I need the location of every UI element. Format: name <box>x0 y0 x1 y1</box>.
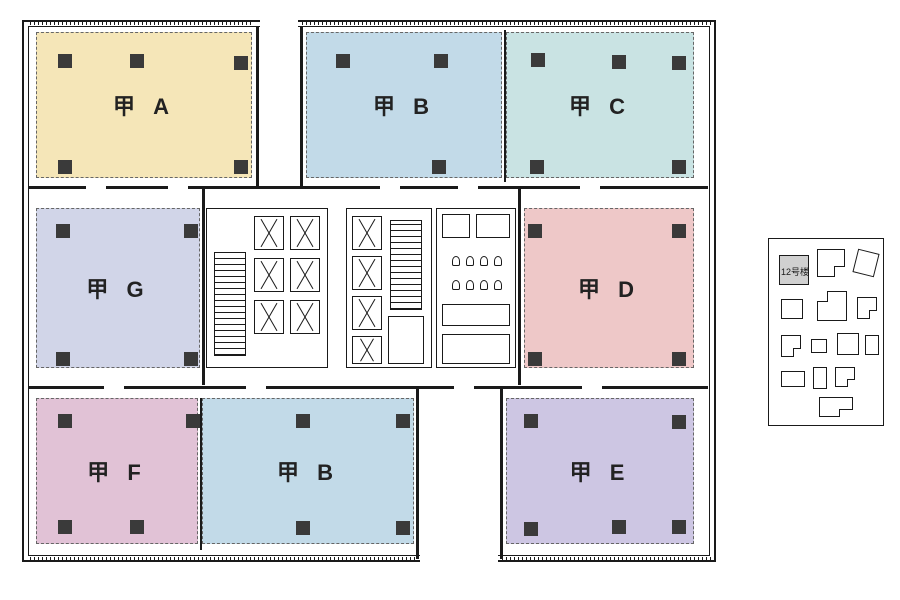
site-building-icon <box>781 299 803 319</box>
elevator-icon <box>254 216 284 250</box>
column-marker <box>672 56 686 70</box>
room-e-label: 甲 E <box>570 455 631 487</box>
room-a-label: 甲 A <box>113 89 175 121</box>
column-marker <box>130 520 144 534</box>
room-g-label: 甲 G <box>86 272 149 304</box>
site-building-icon <box>837 333 859 355</box>
column-marker <box>130 54 144 68</box>
wall-v1 <box>256 26 259 186</box>
column-marker <box>56 224 70 238</box>
site-building-icon <box>819 397 853 417</box>
column-marker <box>432 160 446 174</box>
elevator-icon <box>352 296 382 330</box>
wall-bottom-corridor <box>28 386 708 389</box>
elevator-icon <box>290 300 320 334</box>
column-marker <box>531 53 545 67</box>
toilet-stall <box>442 214 470 238</box>
site-building-icon <box>817 291 847 321</box>
lobby-box <box>388 316 424 364</box>
column-marker <box>672 160 686 174</box>
toilet-icon <box>480 280 488 290</box>
column-marker <box>296 414 310 428</box>
site-building-icon <box>852 249 879 278</box>
toilet-stall <box>442 334 510 364</box>
room-b1-label: 甲 B <box>373 89 435 121</box>
elevator-icon <box>352 216 382 250</box>
elevator-icon <box>254 300 284 334</box>
hatch-bottom <box>30 557 416 562</box>
toilet-icon <box>480 256 488 266</box>
column-marker <box>530 160 544 174</box>
column-marker <box>528 352 542 366</box>
column-marker <box>528 224 542 238</box>
site-building-icon <box>835 367 855 387</box>
elevator-icon <box>290 216 320 250</box>
column-marker <box>336 54 350 68</box>
site-building-icon <box>817 249 845 277</box>
column-marker <box>524 414 538 428</box>
toilet-icon <box>466 280 474 290</box>
room-b2-label: 甲 B <box>277 455 339 487</box>
column-marker <box>672 415 686 429</box>
site-building-12: 12号楼 <box>779 255 809 285</box>
site-building-icon <box>811 339 827 353</box>
wall-v2 <box>300 26 303 186</box>
column-marker <box>434 54 448 68</box>
hatch-top2 <box>302 20 712 25</box>
column-marker <box>184 352 198 366</box>
site-building-12-label: 12号楼 <box>780 265 810 278</box>
column-marker <box>58 160 72 174</box>
room-c-label: 甲 C <box>569 89 631 121</box>
site-map-panel: 12号楼 <box>768 238 884 426</box>
site-building-icon <box>781 371 805 387</box>
column-marker <box>58 54 72 68</box>
floorplan-canvas: 甲 A 甲 B 甲 C 甲 G 甲 D 甲 F 甲 B 甲 E <box>0 0 900 600</box>
column-marker <box>186 414 200 428</box>
column-marker <box>612 55 626 69</box>
column-marker <box>58 414 72 428</box>
toilet-icon <box>494 256 502 266</box>
column-marker <box>184 224 198 238</box>
stairs-icon <box>390 220 422 310</box>
site-building-icon <box>781 335 801 357</box>
room-d-label: 甲 D <box>578 272 640 304</box>
toilet-icon <box>452 280 460 290</box>
hatch-bottom2 <box>502 557 712 562</box>
toilet-icon <box>466 256 474 266</box>
site-building-icon <box>813 367 827 389</box>
column-marker <box>234 56 248 70</box>
boundary-gap-bottom <box>420 552 498 566</box>
column-marker <box>672 520 686 534</box>
room-d: 甲 D <box>524 208 694 368</box>
column-marker <box>672 352 686 366</box>
elevator-icon <box>352 256 382 290</box>
stairs-icon <box>214 252 246 356</box>
elevator-icon <box>290 258 320 292</box>
elevator-icon <box>254 258 284 292</box>
toilet-icon <box>494 280 502 290</box>
column-marker <box>58 520 72 534</box>
elevator-icon <box>352 336 382 364</box>
column-marker <box>672 224 686 238</box>
toilet-icon <box>452 256 460 266</box>
boundary-gap-top <box>260 18 298 32</box>
column-marker <box>296 521 310 535</box>
column-marker <box>56 352 70 366</box>
column-marker <box>396 414 410 428</box>
column-marker <box>234 160 248 174</box>
room-f-label: 甲 F <box>87 455 147 487</box>
hatch-top <box>30 20 254 25</box>
column-marker <box>524 522 538 536</box>
site-building-icon <box>857 297 877 319</box>
column-marker <box>396 521 410 535</box>
site-building-icon <box>865 335 879 355</box>
toilet-stall <box>442 304 510 326</box>
wall-top-corridor <box>28 186 708 189</box>
column-marker <box>612 520 626 534</box>
toilet-stall <box>476 214 510 238</box>
